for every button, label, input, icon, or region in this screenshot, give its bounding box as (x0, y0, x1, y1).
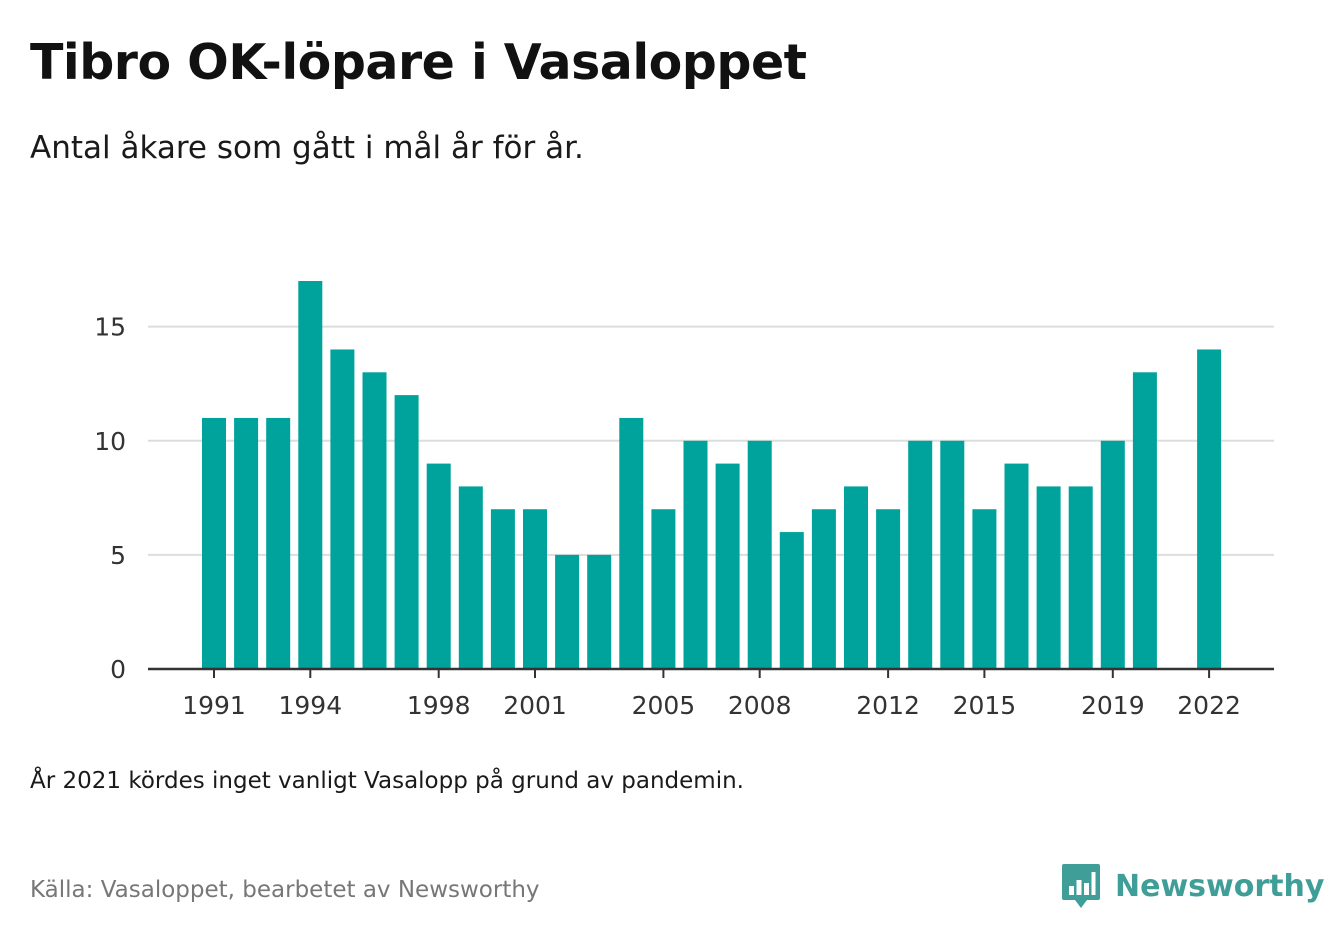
y-tick-label: 0 (110, 655, 126, 684)
bar (202, 417, 226, 669)
x-tick-label: 1991 (182, 691, 246, 720)
bar (458, 486, 483, 669)
bar (651, 509, 676, 669)
bar (940, 440, 965, 669)
x-tick-label: 2005 (632, 691, 696, 720)
y-tick-label: 10 (94, 427, 126, 456)
x-tick-label: 1998 (407, 691, 471, 720)
bar-layer (202, 281, 1222, 669)
bar (362, 372, 387, 669)
bar (1100, 440, 1125, 669)
bar (490, 509, 515, 669)
bar (298, 281, 323, 669)
source-credit: Källa: Vasaloppet, bearbetet av Newswort… (30, 877, 540, 903)
x-tick-label: 2008 (728, 691, 792, 720)
bar (587, 554, 612, 669)
bar-chart-speech-bubble-icon (1062, 864, 1100, 908)
x-tick-label: 2022 (1177, 691, 1241, 720)
bar (715, 463, 740, 669)
bar (1004, 463, 1029, 669)
bar (779, 532, 804, 669)
bar (426, 463, 451, 669)
bar (1036, 486, 1061, 669)
x-tick-label: 2001 (503, 691, 567, 720)
brand-name: Newsworthy (1115, 868, 1325, 904)
bar (844, 486, 868, 669)
bar (972, 509, 997, 669)
bar (1197, 349, 1222, 669)
chart-note: År 2021 kördes inget vanligt Vasalopp på… (30, 768, 744, 794)
bar (555, 554, 580, 669)
chart-title: Tibro OK-löpare i Vasaloppet (30, 34, 807, 91)
bar (908, 440, 933, 669)
bar (234, 417, 259, 669)
y-tick-label: 5 (110, 541, 126, 570)
axis-layer: 0 5 10 15 1991 1994 1998 2001 2005 2008 2012 2015 20… (94, 313, 1274, 720)
bar (811, 509, 836, 669)
x-tick-label: 2019 (1081, 691, 1145, 720)
x-tick-label: 2015 (953, 691, 1017, 720)
y-tick-label: 15 (94, 313, 126, 342)
bar (683, 440, 708, 669)
bar (1068, 486, 1093, 669)
bar (523, 509, 547, 669)
x-tick-label: 1994 (278, 691, 342, 720)
bar (747, 440, 772, 669)
bar (1132, 372, 1157, 669)
bar (876, 509, 901, 669)
x-tick-label: 2012 (856, 691, 920, 720)
bar (330, 349, 355, 669)
bar (619, 417, 644, 669)
bar (394, 395, 419, 669)
brand-block[interactable]: Newsworthy (1061, 860, 1324, 912)
chart-subtitle: Antal åkare som gått i mål år för år. (30, 130, 584, 166)
bar (266, 417, 291, 669)
